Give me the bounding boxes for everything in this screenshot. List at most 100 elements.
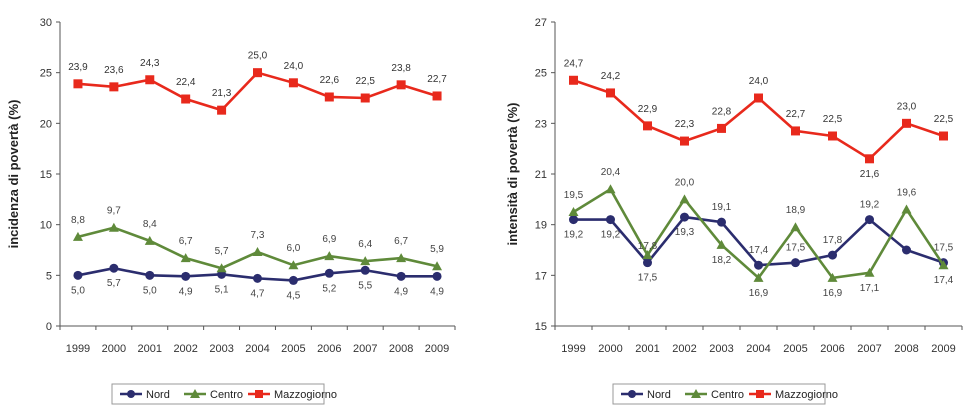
data-point <box>217 105 227 115</box>
data-point <box>109 82 119 92</box>
data-point <box>145 75 155 85</box>
data-point <box>680 136 689 146</box>
data-point <box>180 253 191 263</box>
y-tick-label: 15 <box>535 321 547 333</box>
chart-2: 15 17 19 21 23 25 27 1999 2000 2001 2002 2003 2004 20… <box>505 17 963 405</box>
data-label: 19,5 <box>564 190 584 201</box>
data-point <box>717 217 726 227</box>
y-tick-label: 17 <box>535 270 547 282</box>
series-line-mazzogiorno <box>573 79 944 161</box>
data-label: 16,9 <box>749 288 769 299</box>
data-point <box>753 272 764 282</box>
data-point <box>360 265 370 275</box>
data-point <box>828 250 837 260</box>
y-axis-label: incidenza di povertà (%) <box>6 100 21 249</box>
data-label: 18,2 <box>712 255 732 266</box>
data-point <box>605 184 616 194</box>
data-point <box>288 260 299 270</box>
legend-label: Nord <box>146 389 170 401</box>
data-point <box>791 126 800 136</box>
data-label: 5,0 <box>143 285 157 296</box>
data-point <box>181 271 191 281</box>
data-label: 25,0 <box>248 51 268 62</box>
data-label: 4,5 <box>286 290 300 301</box>
y-tick-label: 10 <box>40 220 52 232</box>
data-label: 6,0 <box>286 243 300 254</box>
legend-label: Mazzogiorno <box>775 389 838 401</box>
data-point <box>569 215 578 225</box>
legend-marker <box>691 389 701 398</box>
data-point <box>144 235 155 245</box>
data-label: 24,0 <box>284 61 304 72</box>
x-tick-label: 2000 <box>102 343 126 355</box>
data-label: 17,8 <box>638 241 658 252</box>
data-label: 7,3 <box>251 230 265 241</box>
data-label: 5,0 <box>71 285 85 296</box>
legend-box <box>111 383 325 405</box>
x-tick-label: 2008 <box>894 343 918 355</box>
data-point <box>790 222 801 232</box>
legend-label: Nord <box>647 389 671 401</box>
y-tick-label: 25 <box>40 68 52 80</box>
data-point <box>253 273 262 283</box>
data-point <box>253 68 262 78</box>
data-point <box>827 272 838 282</box>
data-label: 22,7 <box>786 109 806 120</box>
data-label: 5,7 <box>215 246 229 257</box>
data-label: 22,3 <box>675 119 695 130</box>
data-label: 20,0 <box>675 177 695 188</box>
data-point <box>643 258 652 268</box>
data-point <box>216 263 227 273</box>
data-label: 17,4 <box>934 275 954 286</box>
data-point <box>865 154 874 164</box>
data-point <box>360 256 371 266</box>
data-point <box>432 261 443 271</box>
legend-box <box>612 383 826 405</box>
data-label: 23,6 <box>104 65 124 76</box>
chart-1: 0 5 10 15 20 25 30 1999 2000 2001 2002 2003 2004 2005… <box>6 17 456 405</box>
data-point <box>108 222 119 232</box>
data-point <box>754 93 763 103</box>
data-point <box>73 270 83 280</box>
x-tick-label: 2009 <box>425 343 449 355</box>
data-label: 22,5 <box>823 114 843 125</box>
y-tick-label: 20 <box>40 118 52 130</box>
legend-marker <box>127 390 135 398</box>
data-point <box>324 92 334 102</box>
data-label: 4,7 <box>251 288 265 299</box>
legend-label: Centro <box>210 389 243 401</box>
data-point <box>606 88 615 98</box>
data-label: 19,2 <box>601 230 621 241</box>
data-point <box>864 267 875 277</box>
x-tick-label: 2005 <box>281 343 305 355</box>
y-tick-label: 19 <box>535 220 547 232</box>
data-label: 6,7 <box>394 236 408 247</box>
data-label: 17,1 <box>860 283 880 294</box>
data-point <box>939 131 948 141</box>
y-tick-label: 30 <box>40 17 52 29</box>
data-point <box>938 260 949 270</box>
data-point <box>288 78 298 88</box>
data-label: 22,7 <box>427 74 447 85</box>
y-tick-label: 25 <box>535 68 547 80</box>
data-point <box>828 131 837 141</box>
legend-label: Mazzogiorno <box>274 389 337 401</box>
data-point <box>145 270 155 280</box>
y-tick-label: 23 <box>535 118 547 130</box>
data-label: 19,6 <box>897 187 917 198</box>
legend-marker <box>255 390 263 398</box>
data-label: 19,3 <box>675 227 695 238</box>
data-label: 19,2 <box>860 200 880 211</box>
data-point <box>72 231 83 241</box>
x-tick-label: 2005 <box>783 343 807 355</box>
y-tick-label: 27 <box>535 17 547 29</box>
x-tick-label: 2008 <box>389 343 413 355</box>
x-tick-label: 2003 <box>709 343 733 355</box>
data-label: 18,9 <box>786 205 806 216</box>
data-point <box>716 239 727 249</box>
data-label: 17,5 <box>638 273 658 284</box>
data-point <box>181 94 191 104</box>
data-label: 16,9 <box>823 288 843 299</box>
